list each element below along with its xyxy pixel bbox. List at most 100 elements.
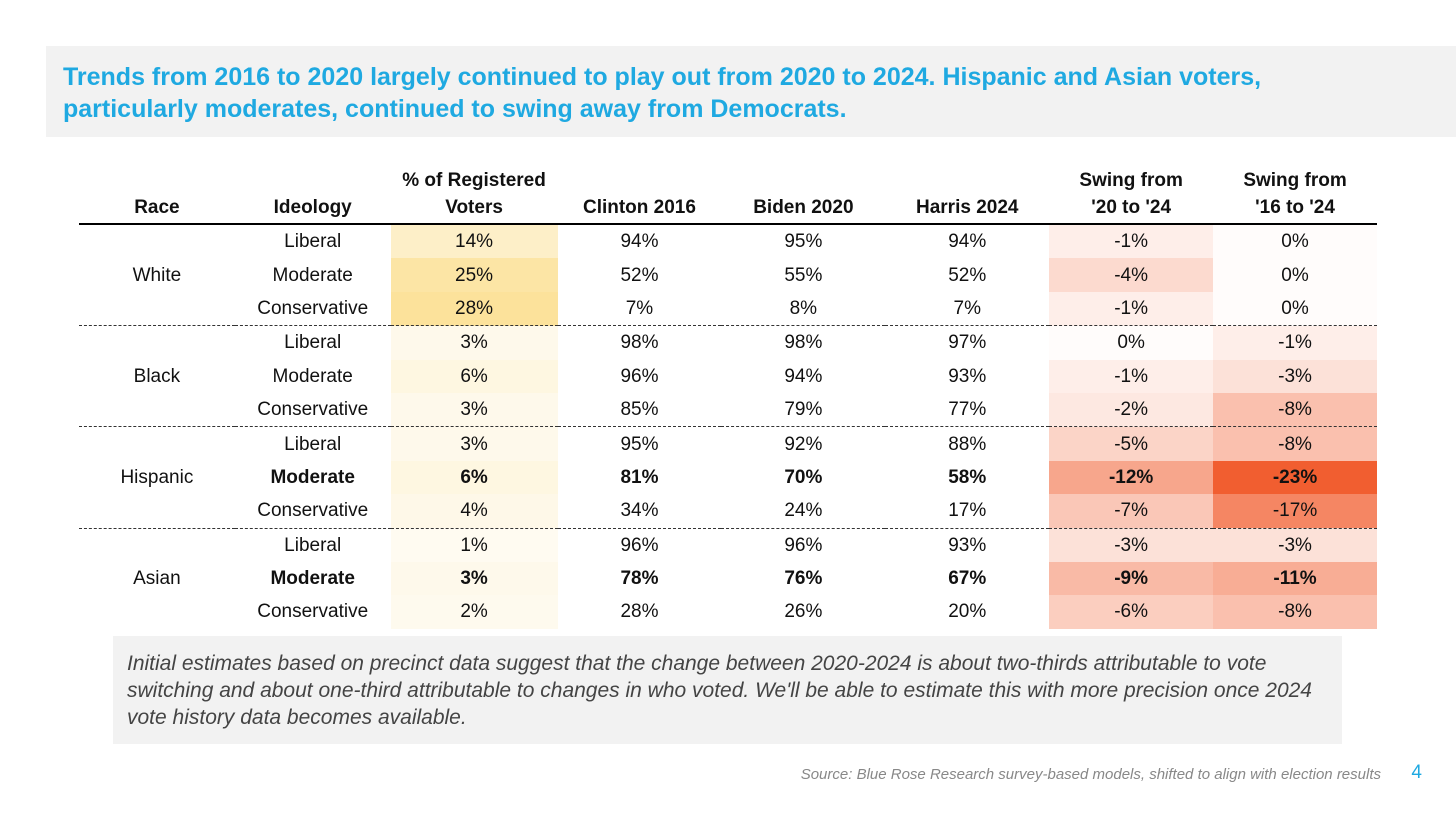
registered-cell: 2% [390,595,558,629]
swing16-cell: -17% [1213,494,1377,529]
harris-cell: 67% [948,568,987,590]
ideology-cell: Conservative [257,297,369,319]
race-cell: Black [79,325,235,427]
ideology-cell: Liberal [284,231,342,253]
table-row: Moderate 25% 52% 55% 52% -4% 0% [79,258,1377,292]
biden-cell: 26% [784,601,823,623]
clinton-cell: 28% [620,601,659,623]
header-biden: Biden 2020 [721,160,886,225]
table-row: Moderate 3% 78% 76% 67% -9% -11% [79,561,1377,596]
table-row: White Liberal 14% 94% 95% 94% -1% 0% [79,224,1377,286]
ideology-cell: Liberal [234,325,391,360]
table-row: Moderate 6% 81% 70% 58% -12% -23% [79,460,1377,495]
biden-cell: 95% [784,231,823,253]
swing16-cell: -8% [1213,426,1377,461]
table-row: Conservative 3% 85% 79% 77% -2% -8% [79,392,1377,427]
swing20-cell: -4% [1049,258,1214,292]
registered-cell: 3% [390,426,558,461]
header-swing20-line1: Swing from [1079,170,1183,191]
swing20-cell: -1% [1049,359,1214,393]
swing16-cell: -23% [1213,460,1377,495]
biden-cell: 96% [721,527,886,562]
clinton-cell: 34% [620,500,659,522]
ideology-cell: Liberal [234,527,391,562]
registered-cell: 6% [390,359,558,393]
table-row: Asian Liberal 1% 96% 96% 93% -3% -3% [79,527,1377,629]
harris-cell: 17% [948,500,987,522]
swing16-cell: -3% [1213,359,1377,393]
swing20-cell: -6% [1049,595,1214,629]
swing20-cell: -7% [1049,494,1214,529]
harris-cell: 58% [948,466,987,488]
swing20-cell: -9% [1049,561,1214,596]
swing20-cell: -1% [1049,224,1214,259]
swing16-cell: -11% [1213,561,1377,596]
clinton-cell: 96% [620,365,659,387]
ideology-cell: Moderate [270,568,355,590]
table-body: White Liberal 14% 94% 95% 94% -1% 0% Moderate 25%… [79,224,1377,629]
clinton-cell: 85% [620,399,659,421]
table-row: Conservative 4% 34% 24% 17% -7% -17% [79,494,1377,529]
race-cell: Asian [79,527,235,629]
ideology-cell: Moderate [272,264,353,286]
harris-cell: 77% [948,399,987,421]
biden-cell: 55% [784,264,823,286]
swing20-cell: -2% [1049,392,1214,427]
biden-cell: 94% [784,365,823,387]
table-row: Moderate 6% 96% 94% 93% -1% -3% [79,359,1377,393]
biden-cell: 24% [784,500,823,522]
clinton-cell: 95% [557,426,722,461]
biden-cell: 92% [721,426,886,461]
swing16-cell: 0% [1281,231,1309,253]
harris-cell: 20% [948,601,987,623]
header-swing20-line2: '20 to '24 [1091,197,1172,218]
results-table: Race Ideology % of Registered Voters Clin… [79,160,1377,629]
clinton-cell: 96% [557,527,722,562]
slide-title: Trends from 2016 to 2020 largely continu… [63,63,1262,123]
clinton-cell: 98% [557,325,722,360]
clinton-cell: 78% [620,568,659,590]
swing16-cell: -8% [1213,595,1377,629]
registered-cell: 6% [390,460,558,495]
ideology-cell: Conservative [257,500,369,522]
table-header-row: Race Ideology % of Registered Voters Clin… [79,160,1377,225]
clinton-cell: 94% [620,231,659,253]
registered-cell: 14% [390,224,558,259]
table-row: Conservative 2% 28% 26% 20% -6% -8% [79,595,1377,629]
header-ideology: Ideology [234,160,391,225]
table-row: Hispanic Liberal 3% 95% 92% 88% -5% -8% [79,426,1377,529]
swing16-cell: -3% [1213,527,1377,562]
header-registered: % of Registered Voters [390,160,558,225]
header-clinton: Clinton 2016 [557,160,722,225]
swing20-cell: -1% [1049,291,1214,326]
header-swing-20-24: Swing from '20 to '24 [1049,160,1214,225]
page-number: 4 [1411,762,1422,783]
swing20-cell: -12% [1049,460,1214,495]
swing16-cell: 0% [1281,264,1309,286]
header-registered-line1: % of Registered [402,170,546,191]
header-harris: Harris 2024 [885,160,1050,225]
header-swing16-line1: Swing from [1243,170,1347,191]
note-text: Initial estimates based on precinct data… [127,652,1312,729]
note-box: Initial estimates based on precinct data… [113,636,1342,744]
harris-cell: 7% [953,297,981,319]
biden-cell: 79% [784,399,823,421]
table-row: Black Liberal 3% 98% 98% 97% 0% -1% [79,325,1377,427]
swing20-cell: -3% [1049,527,1214,562]
swing20-cell: -5% [1049,426,1214,461]
biden-cell: 70% [784,466,823,488]
registered-cell: 3% [390,561,558,596]
harris-cell: 88% [885,426,1050,461]
swing16-cell: -1% [1213,325,1377,360]
clinton-cell: 7% [625,297,654,319]
title-banner: Trends from 2016 to 2020 largely continu… [46,46,1456,137]
biden-cell: 98% [721,325,886,360]
table-row: Conservative 28% 7% 8% 7% -1% 0% [79,291,1377,326]
registered-cell: 3% [390,392,558,427]
ideology-cell: Conservative [257,601,369,623]
results-table-container: Race Ideology % of Registered Voters Clin… [79,160,1377,629]
harris-cell: 97% [885,325,1050,360]
registered-cell: 3% [390,325,558,360]
biden-cell: 8% [789,297,818,319]
clinton-cell: 52% [620,264,659,286]
